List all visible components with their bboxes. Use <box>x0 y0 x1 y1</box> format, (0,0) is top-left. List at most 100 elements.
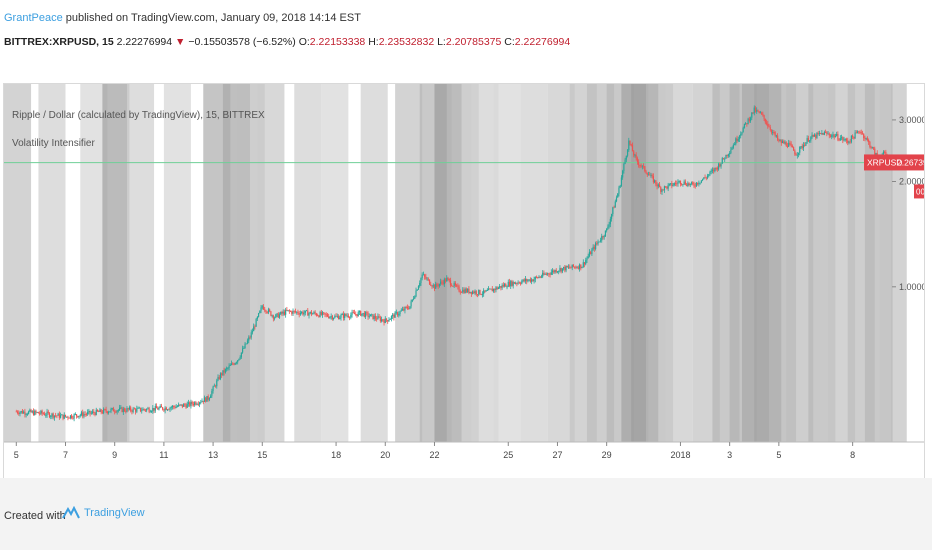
candle-body <box>612 207 614 215</box>
candle-body <box>690 182 693 184</box>
candle-body <box>318 315 320 317</box>
candle-body <box>654 180 656 183</box>
candle-body <box>143 408 145 410</box>
candle-body <box>735 138 737 145</box>
tradingview-brand-link[interactable]: TradingView <box>62 506 145 520</box>
candle-body <box>275 314 277 318</box>
candle-body <box>435 283 437 289</box>
candle-body <box>832 134 834 136</box>
candle-body <box>701 179 704 181</box>
candle-body <box>588 252 591 257</box>
candle-body <box>127 408 129 410</box>
candle-body <box>269 309 271 312</box>
candle-body <box>166 409 169 411</box>
chart-pane[interactable]: 3.00000000 2.00000000 1.00000000 5 7 9 11 13 15 1… <box>3 83 925 480</box>
candle-body <box>233 364 235 365</box>
price-chart[interactable]: 3.00000000 2.00000000 1.00000000 5 7 9 11 13 15 1… <box>4 84 924 479</box>
candle-body <box>636 158 639 162</box>
candle-body <box>415 290 417 297</box>
candle-body <box>534 276 536 280</box>
volatility-band <box>879 84 907 442</box>
candle-body <box>424 274 426 277</box>
candle-body <box>131 410 133 412</box>
candle-body <box>227 367 229 369</box>
candle-body <box>703 177 705 180</box>
candle-body <box>561 268 563 272</box>
candle-body <box>456 285 458 287</box>
candle-body <box>861 132 864 134</box>
candle-body <box>531 279 533 282</box>
candle-body <box>836 134 838 136</box>
candle-body <box>579 264 581 269</box>
candle-body <box>47 411 49 414</box>
x-tick-label: 18 <box>331 450 341 460</box>
candle-body <box>171 406 174 408</box>
candle-body <box>372 314 374 320</box>
candle-body <box>778 139 780 141</box>
candle-body <box>853 137 855 139</box>
candle-body <box>805 142 807 146</box>
volatility-band <box>294 84 322 442</box>
candle-body <box>329 316 331 318</box>
candle-body <box>704 177 706 179</box>
candle-body <box>64 414 67 417</box>
candle-body <box>159 405 161 408</box>
candle-body <box>737 138 739 141</box>
candle-body <box>838 139 840 141</box>
candle-body <box>122 408 124 413</box>
candle-body <box>382 319 384 321</box>
candle-body <box>761 112 763 114</box>
candle-body <box>679 180 682 184</box>
candle-body <box>128 407 131 410</box>
candle-body <box>403 309 405 311</box>
candle-body <box>624 159 626 164</box>
candle-body <box>249 337 251 339</box>
candle-body <box>797 152 800 155</box>
candle-body <box>582 262 584 267</box>
candle-body <box>245 343 247 345</box>
candle-body <box>757 110 759 112</box>
candle-body <box>84 414 86 415</box>
candle-body <box>319 312 321 317</box>
candle-body <box>355 314 357 315</box>
candle-body <box>532 279 534 282</box>
candle-body <box>687 183 689 186</box>
candle-body <box>400 310 402 312</box>
candle-body <box>748 118 750 121</box>
candle-body <box>813 134 816 137</box>
candle-body <box>57 413 59 416</box>
symbol-name[interactable]: BITTREX:XRPUSD, 15 <box>4 36 114 48</box>
candle-body <box>607 226 609 230</box>
candle-body <box>714 167 716 172</box>
candle-body <box>34 410 36 415</box>
candle-body <box>837 134 839 140</box>
candle-body <box>875 153 877 155</box>
candle-body <box>652 176 654 183</box>
candle-body <box>686 184 688 186</box>
candle-body <box>671 183 673 187</box>
candle-body <box>682 184 684 186</box>
candle-body <box>465 289 468 293</box>
candle-body <box>678 180 680 182</box>
candle-body <box>72 417 74 419</box>
candle-body <box>261 306 263 308</box>
tradingview-logo-icon <box>62 506 80 519</box>
candle-body <box>387 320 389 322</box>
candle-body <box>670 183 672 184</box>
candle-body <box>858 131 860 133</box>
candle-body <box>662 189 664 191</box>
candle-body <box>16 411 19 413</box>
candle-body <box>48 413 51 418</box>
author-link[interactable]: GrantPeace <box>4 12 63 24</box>
candle-body <box>460 292 463 293</box>
candle-body <box>66 416 68 418</box>
candle-body <box>433 284 436 289</box>
candle-body <box>213 385 215 387</box>
x-tick-label: 5 <box>776 450 781 460</box>
candle-body <box>476 294 479 295</box>
candle-body <box>378 316 380 318</box>
candle-body <box>115 411 117 413</box>
candle-body <box>780 140 782 143</box>
candle-body <box>865 138 867 140</box>
candle-body <box>658 184 661 188</box>
